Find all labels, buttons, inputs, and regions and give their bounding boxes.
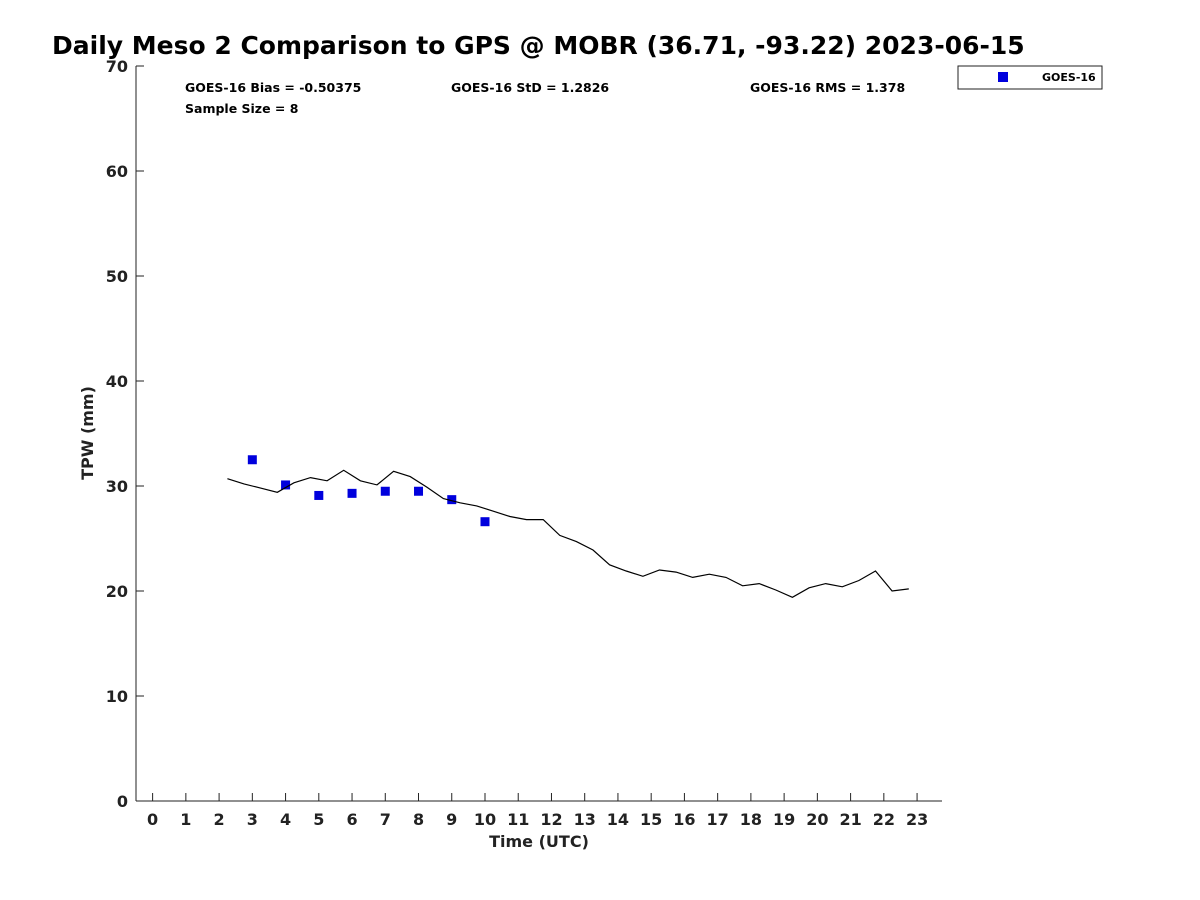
goes16-point (314, 490, 324, 500)
x-ticks: 0 1 2 3 4 5 6 7 8 9 10 11 12 13 14 15 16 17 18 19 20 21 22 23 (147, 793, 928, 829)
x-tick-label: 8 (413, 810, 424, 829)
x-tick-label: 18 (740, 810, 762, 829)
y-tick-label: 10 (106, 687, 128, 706)
bias-stat: GOES-16 Bias = -0.50375 (185, 80, 361, 95)
std-stat: GOES-16 StD = 1.2826 (451, 80, 609, 95)
x-tick-label: 15 (640, 810, 662, 829)
rms-stat: GOES-16 RMS = 1.378 (750, 80, 905, 95)
y-tick-label: 40 (106, 372, 128, 391)
goes16-point (247, 455, 257, 465)
x-tick-label: 1 (180, 810, 191, 829)
x-tick-label: 4 (280, 810, 291, 829)
y-ticks: 0 10 20 30 40 50 60 70 (106, 57, 144, 811)
goes16-point (347, 488, 357, 498)
y-tick-label: 30 (106, 477, 128, 496)
chart-title: Daily Meso 2 Comparison to GPS @ MOBR (3… (52, 31, 1025, 60)
x-tick-label: 9 (446, 810, 457, 829)
legend-box (957, 65, 1103, 90)
x-tick-label: 16 (673, 810, 695, 829)
goes16-point (447, 495, 457, 505)
x-tick-label: 13 (574, 810, 596, 829)
x-tick-label: 19 (773, 810, 795, 829)
x-tick-label: 5 (313, 810, 324, 829)
goes16-point (380, 486, 390, 496)
x-tick-label: 21 (839, 810, 861, 829)
x-tick-label: 12 (540, 810, 562, 829)
x-tick-label: 22 (873, 810, 895, 829)
plot-area (227, 455, 909, 598)
y-tick-label: 0 (117, 792, 128, 811)
y-tick-label: 20 (106, 582, 128, 601)
gps-series-line (227, 469, 909, 598)
x-tick-label: 2 (214, 810, 225, 829)
legend-label-goes16: GOES-16 (1042, 71, 1096, 84)
plot-axes (135, 66, 942, 802)
y-tick-label: 50 (106, 267, 128, 286)
x-axis-label: Time (UTC) (489, 832, 589, 851)
x-tick-label: 14 (607, 810, 629, 829)
x-tick-label: 3 (247, 810, 258, 829)
x-tick-label: 17 (707, 810, 729, 829)
y-axis-label: TPW (mm) (78, 386, 97, 480)
sample-size-stat: Sample Size = 8 (185, 101, 298, 116)
x-tick-label: 11 (507, 810, 529, 829)
y-tick-label: 70 (106, 57, 128, 76)
legend-marker-goes16 (998, 72, 1008, 82)
y-tick-label: 60 (106, 162, 128, 181)
x-tick-label: 10 (474, 810, 496, 829)
x-tick-label: 7 (380, 810, 391, 829)
legend: GOES-16 (957, 65, 1103, 90)
x-tick-label: 0 (147, 810, 158, 829)
x-tick-label: 20 (806, 810, 828, 829)
goes16-point (480, 517, 490, 527)
x-tick-label: 23 (906, 810, 928, 829)
goes16-point (414, 486, 424, 496)
goes16-point (281, 480, 291, 490)
x-tick-label: 6 (346, 810, 357, 829)
